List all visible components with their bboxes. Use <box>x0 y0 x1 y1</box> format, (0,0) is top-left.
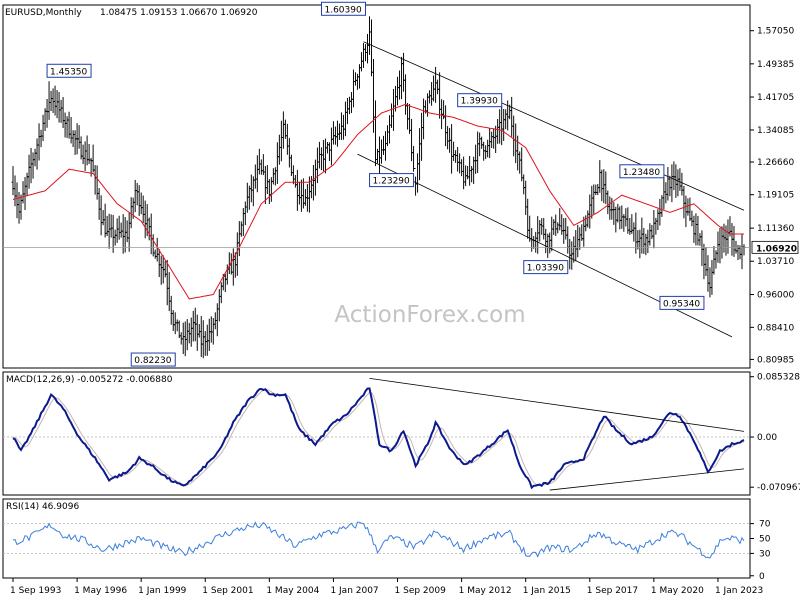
moving-average-line <box>12 103 744 300</box>
x-tick-label: 1 Sep 2017 <box>587 586 638 596</box>
price-y-tick-label: 1.26660 <box>757 158 794 168</box>
pivot-label-text: 1.60390 <box>324 5 361 15</box>
rsi-line <box>12 521 745 559</box>
pivot-label: 1.39930 <box>457 93 503 108</box>
macd-title: MACD(12,26,9) -0.005272 -0.006880 <box>6 375 173 385</box>
pivot-label: 1.23480 <box>619 164 665 179</box>
price-y-tick-label: 1.11360 <box>757 224 794 234</box>
rsi-title: RSI(14) 46.9096 <box>6 502 79 512</box>
x-tick-label: 1 Sep 2001 <box>202 586 253 596</box>
x-tick-label: 1 Jan 2023 <box>715 586 763 596</box>
macd-trendline <box>549 468 745 491</box>
pivot-label-box <box>523 260 569 275</box>
pivot-label: 1.60390 <box>320 1 366 16</box>
macd-y-tick-label: 0.085328 <box>757 373 800 383</box>
pivot-label: 0.95340 <box>659 295 705 310</box>
pivot-label-text: 1.45350 <box>50 67 87 77</box>
price-y-tick-label: 1.19105 <box>757 191 794 201</box>
rsi-y-tick-label: 70 <box>759 520 771 530</box>
price-y-tick-label: 1.57050 <box>757 27 794 37</box>
pivot-label-text: 0.82230 <box>134 356 171 366</box>
pivot-label-text: 1.23290 <box>373 177 410 187</box>
watermark: ActionForex.com <box>334 302 525 328</box>
macd-y-tick-label: -0.070967 <box>757 483 800 493</box>
macd-signal-line <box>12 389 745 487</box>
pivot-label: 1.23290 <box>369 173 415 188</box>
pivot-label-box <box>369 173 415 188</box>
pivot-label: 1.45350 <box>46 63 92 78</box>
x-tick-label: 1 Jan 2015 <box>523 586 571 596</box>
price-y-tick-label: 1.34085 <box>757 126 794 136</box>
x-tick-label: 1 May 2012 <box>459 586 512 596</box>
pivot-label-text: 1.39930 <box>461 97 498 107</box>
symbol-label: EURUSD,Monthly <box>5 8 82 18</box>
macd-trendline <box>369 377 745 432</box>
macd-y-tick-label: 0.00 <box>757 433 777 443</box>
rsi-y-tick-label: 0 <box>759 572 765 582</box>
rsi-y-tick-label: 50 <box>759 535 771 545</box>
price-y-tick-label: 1.41705 <box>757 93 794 103</box>
macd-panel <box>3 377 750 491</box>
x-tick-label: 1 Sep 2009 <box>395 586 447 596</box>
pivot-label-box <box>619 164 665 179</box>
rsi-y-tick-label: 30 <box>759 549 771 559</box>
x-tick-label: 1 May 2004 <box>266 586 319 596</box>
pivot-label-box <box>130 352 176 367</box>
axes: 1.57050 1.49385 1.41705 1.34085 1.26660 1.191… <box>10 27 800 596</box>
pivot-label: 1.03390 <box>523 260 569 275</box>
rsi-panel <box>3 521 750 559</box>
price-y-tick-label: 0.80985 <box>757 355 794 365</box>
current-price-box <box>751 240 799 254</box>
channel-trendline <box>363 41 745 211</box>
ohlc-readout: 1.08475 1.09153 1.06670 1.06920 <box>100 8 258 18</box>
pivot-label-box <box>46 63 92 78</box>
pivot-label-text: 0.95340 <box>663 299 700 309</box>
x-tick-label: 1 Jan 1999 <box>138 586 186 596</box>
x-tick-label: 1 Jan 2007 <box>330 586 378 596</box>
price-y-tick-label: 1.49385 <box>757 60 794 70</box>
rsi-panel-frame <box>2 498 751 579</box>
x-tick-label: 1 May 2020 <box>651 586 704 596</box>
pivot-label-box <box>659 295 705 310</box>
price-y-tick-label: 1.03710 <box>757 257 794 267</box>
pivot-label-text: 1.03390 <box>527 264 564 274</box>
current-price-marker: 1.06920 <box>751 240 799 254</box>
pivot-label-text: 1.23480 <box>623 168 660 178</box>
price-y-tick-label: 0.96000 <box>757 291 794 301</box>
x-tick-label: 1 May 1996 <box>74 586 127 596</box>
macd-line <box>12 387 745 490</box>
pivot-label-box <box>457 93 503 108</box>
price-y-tick-label: 0.88410 <box>757 323 794 333</box>
current-price-label: 1.06920 <box>756 244 797 254</box>
x-tick-label: 1 Sep 1993 <box>10 586 61 596</box>
panel-frames <box>2 4 751 579</box>
price-panel: 1.45350 0.82230 1.60390 1.23290 1.39930 1.033… <box>3 1 750 367</box>
pivot-label: 0.82230 <box>130 352 176 367</box>
pivot-label-box <box>320 1 366 16</box>
ohlc-bars <box>11 16 746 359</box>
